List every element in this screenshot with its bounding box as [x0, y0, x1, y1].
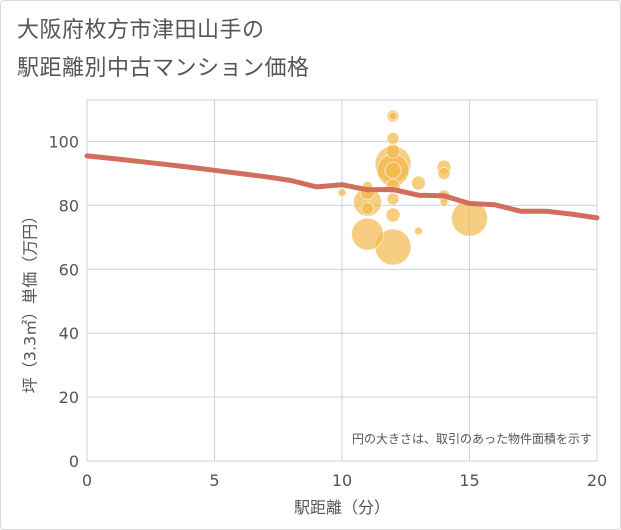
chart-title-line-1: 大阪府枚方市津田山手の — [17, 18, 265, 43]
data-bubble — [439, 197, 449, 207]
data-bubble — [386, 192, 400, 206]
bubble-size-note: 円の大きさは、取引のあった物件面積を示す — [352, 431, 592, 446]
trend-line — [84, 153, 600, 221]
tick-labels: 0 5 10 15 20 0 20 40 60 80 100 — [48, 133, 607, 490]
data-bubble — [361, 202, 374, 216]
data-bubble — [411, 175, 426, 191]
y-tick-label: 100 — [48, 133, 79, 152]
x-tick-label: 10 — [332, 471, 352, 490]
x-tick-label: 20 — [587, 471, 607, 490]
y-tick-label: 40 — [59, 324, 79, 343]
data-bubble — [337, 188, 347, 198]
data-bubble — [414, 226, 423, 236]
data-bubble — [385, 143, 401, 159]
data-bubble — [351, 217, 384, 251]
x-tick-label: 0 — [82, 471, 92, 490]
y-tick-label: 80 — [59, 196, 79, 215]
grid — [86, 99, 598, 462]
bubbles — [337, 109, 488, 266]
x-tick-label: 5 — [209, 471, 219, 490]
trend-line-group — [84, 153, 600, 221]
data-bubble — [451, 199, 488, 237]
data-bubble — [388, 111, 398, 121]
x-axis-title: 駅距離（分） — [294, 498, 390, 517]
data-bubble — [386, 131, 400, 145]
y-tick-label: 0 — [69, 452, 79, 471]
y-tick-label: 60 — [59, 260, 79, 279]
data-bubble — [437, 166, 451, 180]
y-tick-label: 20 — [59, 388, 79, 407]
data-bubble — [385, 207, 401, 223]
x-tick-label: 15 — [459, 471, 479, 490]
y-axis-title: 坪（3.3㎡）単価（万円） — [21, 208, 40, 393]
data-bubble — [384, 161, 402, 179]
chart-title-line-2: 駅距離別中古マンション価格 — [17, 56, 310, 81]
